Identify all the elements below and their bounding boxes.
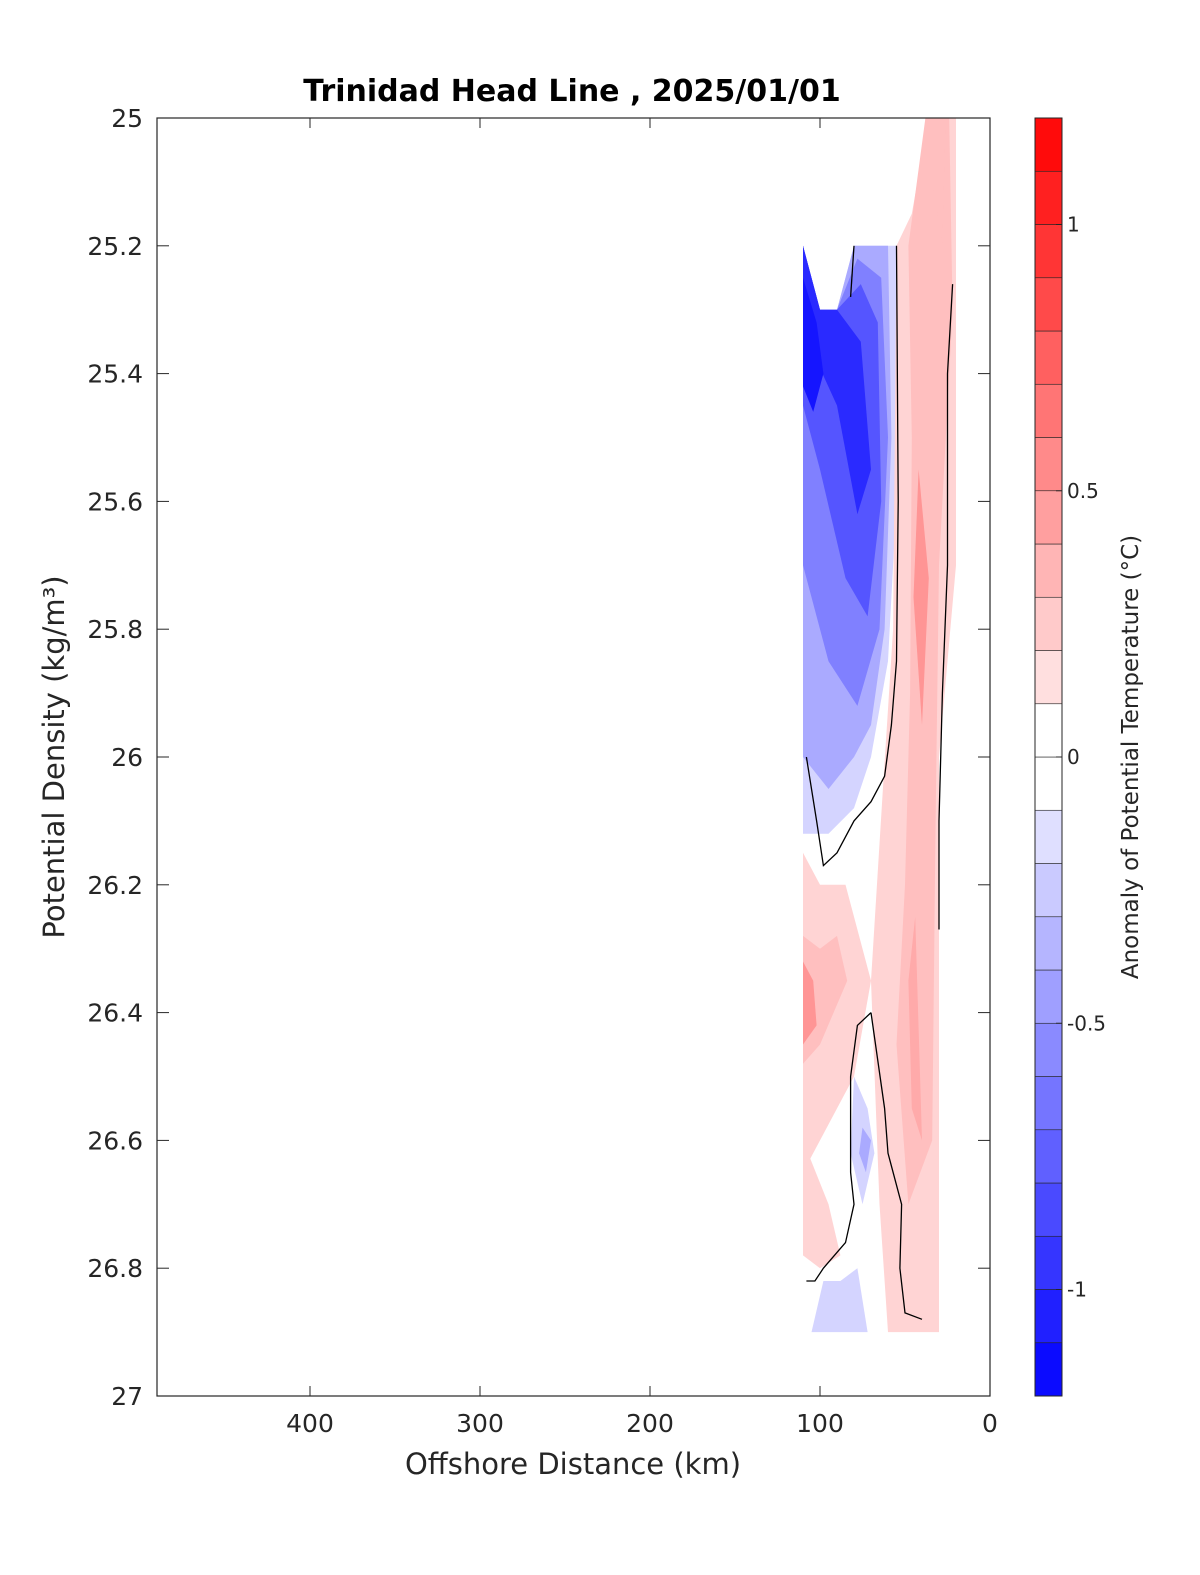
- colorbar-cell: [1034, 170, 1063, 225]
- y-tick-label: 26.6: [87, 1126, 143, 1155]
- x-tick-label: 200: [626, 1409, 674, 1438]
- colorbar-cell: [1034, 383, 1063, 438]
- x-axis-label: Offshore Distance (km): [405, 1447, 741, 1481]
- colorbar-cell: [1034, 809, 1063, 864]
- colorbar-cell: [1034, 650, 1063, 705]
- y-tick-label: 25: [111, 104, 143, 133]
- colorbar-tick-label: 0.5: [1067, 479, 1099, 503]
- colorbar-label: Anomaly of Potential Temperature (°C): [1118, 535, 1144, 979]
- zero-contour-3: [806, 1012, 872, 1282]
- x-tick-label: 400: [286, 1409, 334, 1438]
- colorbar-cells: [1034, 117, 1063, 1397]
- colorbar-cell: [1034, 490, 1063, 545]
- y-tick-label: 25.6: [87, 487, 143, 516]
- plot-area: 400 300 200 100 0 25 25.2 25.4 25.6 25.8 26 26.2 26…: [87, 104, 998, 1438]
- colorbar: -1 -0.5 0 0.5 1 Anomaly of Potential Tempera…: [1034, 117, 1144, 1397]
- anomaly-region-14: [803, 961, 817, 1045]
- colorbar-tick-label: -0.5: [1067, 1011, 1106, 1035]
- anomaly-region-16: [859, 1127, 871, 1173]
- colorbar-cell: [1034, 1342, 1063, 1397]
- colorbar-cell: [1034, 1129, 1063, 1184]
- zero-contour-2: [938, 284, 954, 930]
- anomaly-region-8: [913, 469, 929, 725]
- anomaly-region-13: [803, 935, 848, 1064]
- colorbar-cell: [1034, 117, 1063, 172]
- anomaly-region-10: [908, 916, 922, 1141]
- x-axis-ticks: 400 300 200 100 0: [286, 118, 998, 1438]
- x-tick-label: 0: [982, 1409, 998, 1438]
- colorbar-cell: [1034, 756, 1063, 811]
- colorbar-tick-label: 0: [1067, 745, 1080, 769]
- x-tick-label: 300: [456, 1409, 504, 1438]
- y-tick-label: 25.4: [87, 360, 143, 389]
- y-axis-label: Potential Density (kg/m³): [37, 575, 71, 938]
- colorbar-cell: [1034, 1235, 1063, 1290]
- zero-contour-4: [870, 1012, 923, 1320]
- y-tick-label: 26.4: [87, 999, 143, 1028]
- anomaly-region-12: [803, 1140, 841, 1269]
- anomaly-region-5: [803, 277, 824, 412]
- colorbar-cell: [1034, 1022, 1063, 1077]
- zero-contour-1: [849, 245, 855, 297]
- colorbar-cell: [1034, 543, 1063, 598]
- y-tick-label: 26: [111, 743, 143, 772]
- colorbar-cell: [1034, 1076, 1063, 1131]
- colorbar-cell: [1034, 863, 1063, 918]
- colorbar-cell: [1034, 703, 1063, 758]
- colorbar-cell: [1034, 1182, 1063, 1237]
- colorbar-cell: [1034, 330, 1063, 385]
- anomaly-regions: [803, 118, 956, 1333]
- zero-contours: [805, 245, 954, 1320]
- colorbar-cell: [1034, 224, 1063, 279]
- colorbar-cell: [1034, 916, 1063, 971]
- anomaly-region-4: [803, 245, 871, 515]
- anomaly-region-9: [932, 118, 946, 246]
- chart-title: Trinidad Head Line , 2025/01/01: [303, 74, 840, 109]
- anomaly-region-17: [811, 1268, 868, 1333]
- y-tick-label: 26.2: [87, 871, 143, 900]
- y-tick-label: 25.2: [87, 232, 143, 261]
- zero-contour-0: [805, 245, 899, 867]
- y-tick-label: 25.8: [87, 615, 143, 644]
- y-tick-label: 26.8: [87, 1254, 143, 1283]
- colorbar-ticks: -1 -0.5 0 0.5 1: [1056, 213, 1106, 1302]
- y-tick-label: 27: [111, 1382, 143, 1411]
- colorbar-tick-label: -1: [1067, 1278, 1087, 1302]
- colorbar-cell: [1034, 277, 1063, 332]
- x-tick-label: 100: [796, 1409, 844, 1438]
- colorbar-cell: [1034, 596, 1063, 651]
- colorbar-tick-label: 1: [1067, 213, 1080, 237]
- anomaly-region-11: [803, 852, 871, 1173]
- y-axis-ticks: 25 25.2 25.4 25.6 25.8 26 26.2 26.4 26.6 26.8 27: [87, 104, 990, 1411]
- colorbar-cell: [1034, 437, 1063, 492]
- colorbar-cell: [1034, 1289, 1063, 1344]
- colorbar-cell: [1034, 969, 1063, 1024]
